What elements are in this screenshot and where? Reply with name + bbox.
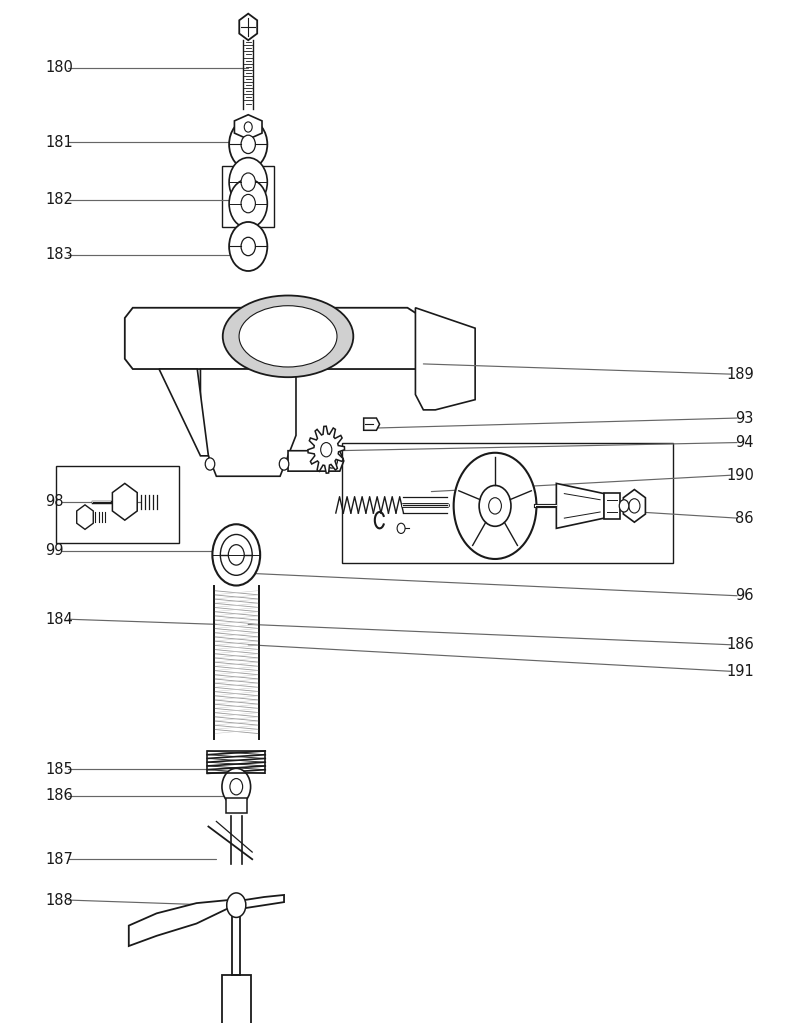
Polygon shape [308, 426, 344, 473]
Circle shape [229, 222, 268, 271]
Circle shape [629, 499, 640, 513]
Circle shape [205, 458, 215, 470]
Text: 98: 98 [46, 495, 64, 509]
Polygon shape [239, 13, 257, 40]
Circle shape [244, 122, 252, 132]
Bar [222, 975, 251, 1024]
Circle shape [241, 135, 256, 154]
Circle shape [230, 778, 243, 795]
Text: 96: 96 [735, 588, 753, 603]
Circle shape [280, 458, 288, 470]
Circle shape [320, 442, 332, 457]
Circle shape [221, 535, 252, 575]
Bar [56, 466, 179, 543]
Polygon shape [234, 115, 262, 139]
Circle shape [397, 523, 405, 534]
Polygon shape [415, 308, 475, 410]
Polygon shape [77, 505, 93, 529]
Bar [214, 753, 259, 771]
Circle shape [619, 500, 629, 512]
Circle shape [326, 454, 337, 468]
Bar [226, 798, 247, 813]
Polygon shape [113, 483, 137, 520]
Bar [214, 586, 259, 738]
Circle shape [241, 195, 256, 213]
Text: 190: 190 [726, 468, 753, 482]
Ellipse shape [239, 306, 337, 367]
Text: 186: 186 [726, 637, 753, 652]
Circle shape [229, 120, 268, 169]
Polygon shape [623, 489, 646, 522]
Polygon shape [129, 895, 284, 946]
Circle shape [222, 768, 251, 805]
Text: 180: 180 [46, 60, 73, 76]
Polygon shape [125, 308, 423, 369]
Text: 185: 185 [46, 762, 73, 777]
Text: 183: 183 [46, 247, 73, 262]
Text: 184: 184 [46, 611, 73, 627]
Text: 86: 86 [735, 511, 753, 525]
Text: 93: 93 [735, 411, 753, 426]
Circle shape [229, 158, 268, 207]
Ellipse shape [223, 296, 353, 377]
Text: 182: 182 [46, 193, 73, 207]
Circle shape [229, 545, 244, 565]
Polygon shape [288, 451, 344, 471]
Circle shape [241, 173, 256, 191]
Polygon shape [364, 418, 380, 430]
Text: 189: 189 [726, 367, 753, 382]
Circle shape [489, 498, 502, 514]
Circle shape [479, 485, 511, 526]
Text: 187: 187 [46, 852, 73, 866]
Text: 99: 99 [46, 544, 64, 558]
Circle shape [213, 524, 260, 586]
Bar [231, 816, 242, 864]
Circle shape [229, 179, 268, 228]
Circle shape [454, 453, 536, 559]
Circle shape [241, 238, 256, 256]
Text: 181: 181 [46, 135, 73, 150]
Circle shape [227, 893, 246, 918]
Polygon shape [201, 369, 296, 476]
Polygon shape [556, 483, 604, 528]
Text: 186: 186 [46, 788, 73, 804]
Text: 94: 94 [735, 435, 753, 451]
Bar [207, 751, 265, 773]
Polygon shape [159, 369, 209, 456]
Text: 188: 188 [46, 893, 73, 907]
Text: 191: 191 [726, 664, 753, 679]
Bar [342, 442, 673, 563]
Polygon shape [604, 493, 620, 519]
Bar [222, 166, 275, 227]
